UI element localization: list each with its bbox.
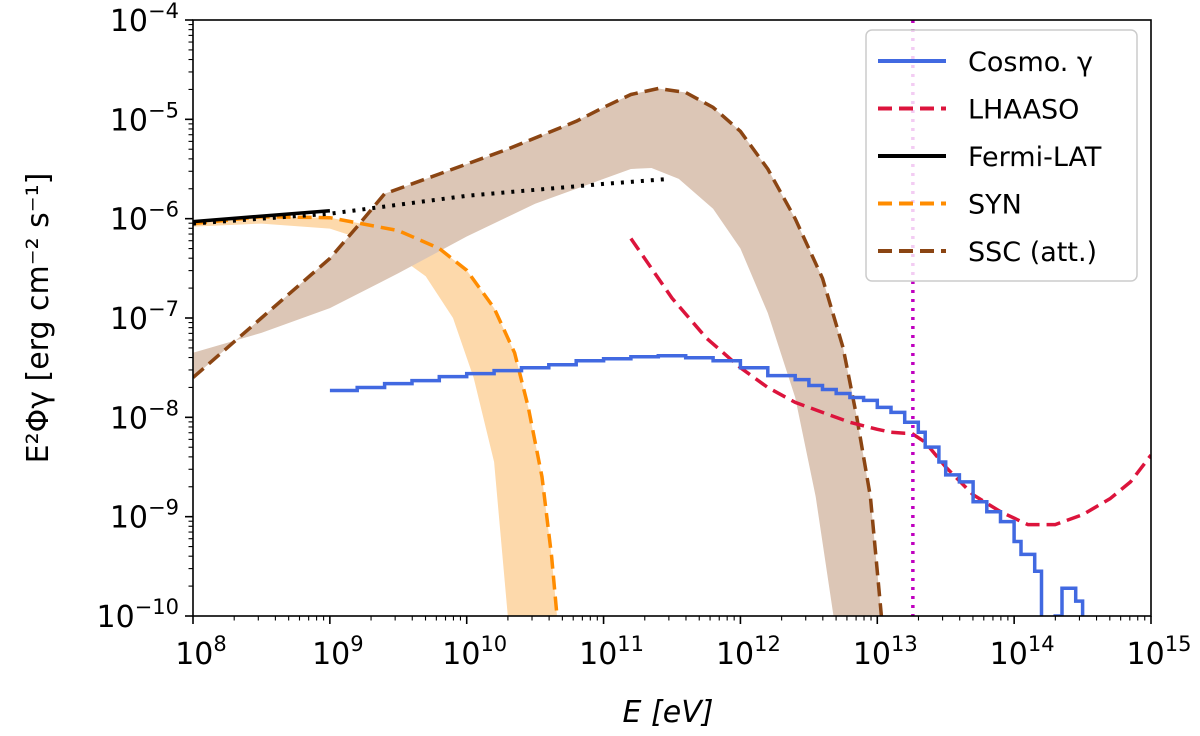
x-tick-label: 1012	[716, 632, 781, 672]
y-tick-label: 10−7	[110, 297, 179, 337]
x-tick-label: 1011	[579, 632, 644, 672]
lhaaso-line	[629, 237, 1151, 527]
legend-label-cosmo: Cosmo. γ	[968, 47, 1093, 78]
y-tick-label: 10−9	[110, 496, 179, 536]
y-tick-label: 10−4	[110, 0, 179, 39]
y-tick-label: 10−6	[110, 198, 179, 238]
x-axis-label: E [eV]	[623, 695, 714, 730]
x-tick-label: 1013	[853, 632, 918, 672]
cosmo-line	[329, 353, 1085, 616]
legend-label-lhaaso: LHAASO	[968, 95, 1079, 126]
y-tick-label: 10−8	[110, 396, 179, 436]
ssc-line	[193, 86, 884, 616]
fermi-line	[193, 208, 331, 224]
ssc-band	[193, 88, 882, 616]
y-axis-label: E²Φγ [erg cm⁻² s⁻¹]	[21, 173, 56, 464]
y-tick-label: 10−5	[110, 98, 179, 138]
legend-box	[865, 29, 1138, 282]
x-tick-label: 108	[175, 632, 227, 672]
axes-layer: 108 109 1010 1011 1012 1013 1014 1015 10−10 10−9 1…	[96, 0, 1191, 672]
legend-label-ssc: SSC (att.)	[968, 237, 1097, 268]
legend: Cosmo. γ LHAASO Fermi-LAT SYN SSC (att.)	[865, 29, 1138, 282]
legend-label-syn: SYN	[968, 190, 1022, 221]
x-tick-label: 1010	[442, 632, 507, 672]
x-tick-label: 109	[312, 632, 364, 672]
fermi-extrapolation-line	[193, 176, 670, 226]
bands-layer	[193, 88, 882, 616]
syn-band	[193, 216, 557, 616]
legend-label-fermi: Fermi-LAT	[968, 142, 1102, 173]
x-tick-label: 1014	[990, 632, 1055, 672]
y-tick-label: 10−10	[96, 595, 179, 635]
x-tick-label: 1015	[1127, 632, 1192, 672]
